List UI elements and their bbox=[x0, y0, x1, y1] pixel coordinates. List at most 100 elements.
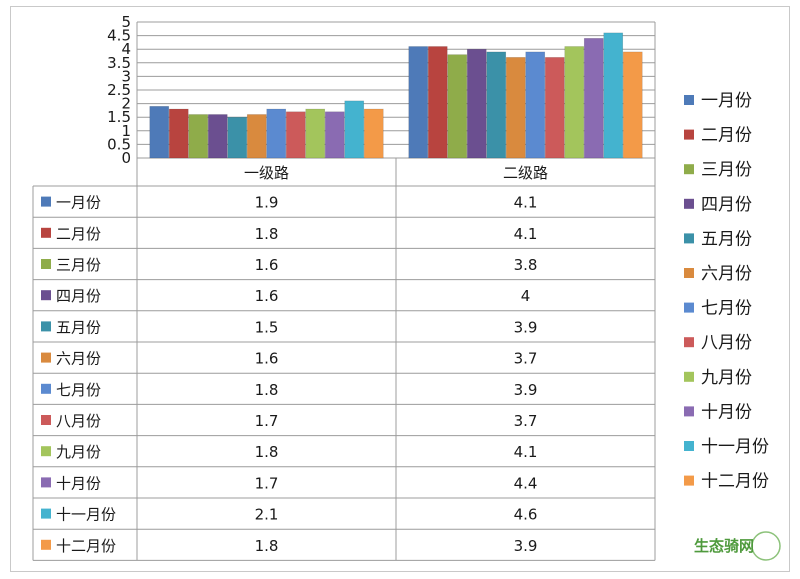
table-cell-value: 3.9 bbox=[514, 381, 538, 399]
bar bbox=[227, 116, 248, 159]
legend-label: 八月份 bbox=[701, 333, 752, 353]
watermark-text: 生态骑网 bbox=[694, 537, 754, 555]
legend-swatch bbox=[684, 95, 694, 105]
bar bbox=[466, 48, 487, 159]
y-tick-label: 1.5 bbox=[107, 108, 131, 126]
bar bbox=[486, 51, 507, 159]
table-row-label: 三月份 bbox=[56, 256, 101, 274]
legend-label: 二月份 bbox=[701, 126, 752, 146]
table-row-label: 十二月份 bbox=[56, 537, 116, 555]
table-cell-value: 1.7 bbox=[255, 412, 279, 430]
table-series-key bbox=[41, 290, 51, 301]
table-series-key bbox=[41, 259, 51, 269]
bar bbox=[447, 54, 468, 159]
legend-label: 十二月份 bbox=[701, 472, 769, 492]
table-row-label: 八月份 bbox=[56, 412, 101, 430]
bar bbox=[188, 114, 209, 159]
legend-swatch bbox=[684, 475, 694, 486]
legend-label: 七月份 bbox=[701, 299, 752, 319]
legend-label: 四月份 bbox=[701, 195, 752, 215]
legend-swatch bbox=[684, 129, 694, 140]
bar bbox=[344, 100, 365, 159]
table-cell-value: 2.1 bbox=[255, 506, 279, 524]
y-tick-label: 4.5 bbox=[107, 27, 131, 45]
table-series-key bbox=[41, 508, 51, 519]
bar bbox=[603, 32, 624, 159]
y-tick-label: 2 bbox=[121, 95, 131, 113]
legend-swatch bbox=[684, 406, 694, 417]
watermark-logo bbox=[751, 531, 781, 561]
table-cell-value: 1.6 bbox=[255, 287, 279, 305]
table-cell-value: 4.1 bbox=[514, 443, 538, 461]
bar bbox=[305, 108, 326, 159]
table-cell-value: 1.6 bbox=[255, 350, 279, 368]
bar bbox=[168, 108, 189, 159]
legend-swatch bbox=[684, 302, 694, 313]
table-cell-value: 1.9 bbox=[255, 194, 279, 212]
y-tick-label: 0 bbox=[121, 149, 131, 167]
legend-label: 十月份 bbox=[701, 402, 752, 422]
bar bbox=[583, 38, 604, 159]
y-tick-label: 4 bbox=[121, 40, 131, 58]
table-cell-value: 3.7 bbox=[514, 412, 538, 430]
table-row-label: 一月份 bbox=[56, 194, 101, 212]
table-series-key bbox=[41, 227, 51, 238]
y-tick-label: 0.5 bbox=[107, 135, 131, 153]
legend-swatch bbox=[684, 198, 694, 209]
table-cell-value: 1.5 bbox=[255, 318, 279, 336]
legend-label: 九月份 bbox=[701, 368, 752, 388]
y-tick-label: 3 bbox=[121, 67, 131, 85]
legend-swatch bbox=[684, 371, 694, 382]
legend-label: 三月份 bbox=[701, 160, 752, 180]
table-cell-value: 3.8 bbox=[514, 256, 538, 274]
table-cell-value: 1.6 bbox=[255, 256, 279, 274]
bar bbox=[564, 46, 585, 159]
table-cell-value: 4 bbox=[521, 287, 531, 305]
chart-frame bbox=[10, 6, 790, 572]
table-cell-value: 1.7 bbox=[255, 474, 279, 492]
table-column-header: 二级路 bbox=[503, 164, 548, 182]
y-tick-label: 1 bbox=[121, 122, 131, 140]
table-series-key bbox=[41, 446, 51, 457]
bar bbox=[266, 108, 287, 159]
bar bbox=[408, 46, 429, 159]
bar bbox=[525, 51, 546, 159]
table-row-label: 六月份 bbox=[56, 350, 101, 368]
table-cell-value: 1.8 bbox=[255, 225, 279, 243]
table-row-label: 十一月份 bbox=[56, 506, 116, 524]
bar bbox=[544, 57, 565, 159]
y-tick-label: 2.5 bbox=[107, 81, 131, 99]
table-cell-value: 1.8 bbox=[255, 443, 279, 461]
legend-swatch bbox=[684, 268, 694, 278]
table-cell-value: 1.8 bbox=[255, 537, 279, 555]
bar bbox=[207, 114, 228, 159]
legend-label: 六月份 bbox=[701, 264, 752, 284]
table-series-key bbox=[41, 539, 51, 550]
table-series-key bbox=[41, 352, 51, 363]
table-cell-value: 4.1 bbox=[514, 194, 538, 212]
table-cell-value: 3.9 bbox=[514, 318, 538, 336]
table-cell-value: 1.8 bbox=[255, 381, 279, 399]
legend-label: 十一月份 bbox=[701, 437, 769, 457]
bar bbox=[324, 111, 345, 159]
table-row-label: 五月份 bbox=[56, 318, 101, 336]
y-tick-label: 3.5 bbox=[107, 54, 131, 72]
legend-swatch bbox=[684, 233, 694, 244]
legend-label: 五月份 bbox=[701, 229, 752, 249]
table-cell-value: 4.1 bbox=[514, 225, 538, 243]
bar bbox=[505, 57, 526, 159]
table-cell-value: 3.7 bbox=[514, 350, 538, 368]
table-column-header: 一级路 bbox=[244, 164, 289, 182]
table-cell-value: 4.4 bbox=[514, 474, 538, 492]
legend-swatch bbox=[684, 337, 694, 348]
bar bbox=[285, 111, 306, 159]
legend-swatch bbox=[684, 441, 694, 451]
legend-swatch bbox=[684, 164, 694, 175]
bar bbox=[246, 114, 267, 159]
bar bbox=[427, 46, 448, 159]
table-series-key bbox=[41, 415, 51, 425]
table-row-label: 九月份 bbox=[56, 443, 101, 461]
table-row-label: 二月份 bbox=[56, 225, 101, 243]
